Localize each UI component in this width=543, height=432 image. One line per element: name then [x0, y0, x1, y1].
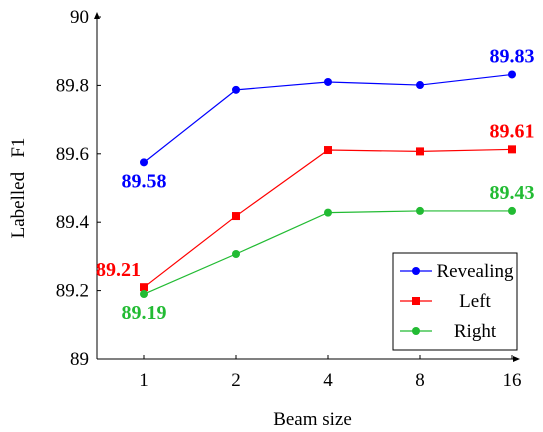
legend-swatch-marker	[412, 267, 420, 275]
data-point-left	[140, 283, 148, 292]
data-label-revealing: 89.58	[122, 170, 167, 192]
y-axis-title: Labelled F1	[8, 138, 29, 239]
x-tick-label: 1	[139, 370, 149, 391]
series-layer	[140, 70, 516, 299]
legend-swatch-marker	[412, 297, 420, 305]
data-label-right: 89.19	[122, 302, 167, 324]
axes	[94, 12, 520, 362]
legend-swatch-marker	[412, 327, 420, 335]
data-point-right	[140, 290, 148, 299]
y-tick-label: 89	[70, 349, 89, 370]
data-label-right: 89.43	[490, 182, 535, 204]
data-point-revealing	[140, 158, 148, 167]
y-tick-label: 89.4	[56, 212, 90, 233]
x-axis-arrowhead	[513, 356, 520, 362]
x-tick-label: 8	[415, 370, 425, 391]
x-tick-label: 16	[503, 370, 522, 391]
data-point-revealing	[508, 70, 516, 79]
x-tick-label: 4	[323, 370, 333, 391]
x-axis-title: Beam size	[273, 409, 352, 430]
legend-label-right: Right	[454, 321, 497, 342]
data-point-right	[232, 250, 240, 259]
data-point-revealing	[232, 85, 240, 94]
y-tick-label: 90	[70, 7, 89, 28]
x-tick-label: 2	[231, 370, 241, 391]
legend-label-left: Left	[459, 291, 491, 312]
data-point-right	[416, 206, 424, 215]
data-point-left	[416, 147, 424, 156]
data-point-left	[324, 146, 332, 155]
legend: Revealing Left Right	[392, 252, 518, 351]
legend-label-revealing: Revealing	[436, 261, 514, 282]
data-point-right	[324, 208, 332, 217]
data-point-left	[508, 145, 516, 154]
y-tick-label: 89.2	[56, 281, 89, 302]
data-point-revealing	[324, 77, 332, 86]
data-label-left: 89.61	[490, 120, 535, 142]
data-label-revealing: 89.83	[490, 45, 535, 67]
data-label-left: 89.21	[96, 259, 141, 281]
y-tick-label: 89.6	[56, 144, 89, 165]
ticks: 89 89.2 89.4 89.6 89.8 90 1 2 4 8 16	[56, 7, 522, 391]
data-point-revealing	[416, 81, 424, 90]
y-tick-label: 89.8	[56, 75, 89, 96]
data-point-left	[232, 212, 240, 221]
y-axis-arrowhead	[94, 12, 100, 19]
data-point-right	[508, 206, 516, 215]
data-labels: 89.58 89.83 89.21 89.61 89.19 89.43	[96, 45, 535, 324]
